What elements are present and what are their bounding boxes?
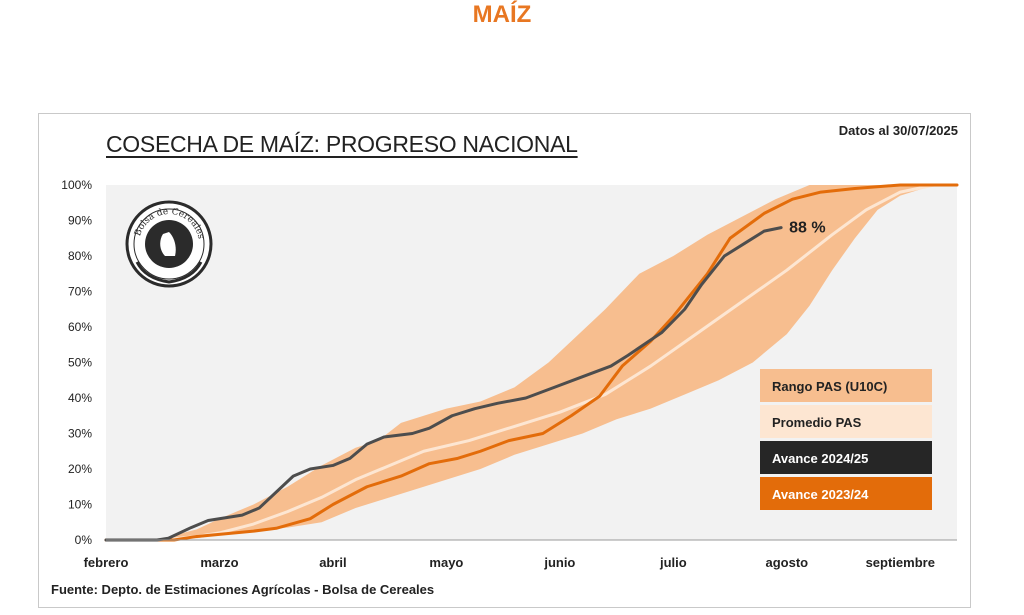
legend-item-average-label: Promedio PAS — [772, 415, 862, 430]
y-tick-label: 10% — [68, 498, 92, 512]
page-heading: MAÍZ — [472, 1, 532, 28]
legend-item-2024-25-swatch — [760, 441, 932, 474]
legend-item-range-swatch — [760, 369, 932, 402]
y-tick-label: 100% — [61, 178, 92, 192]
series-2023-24-line — [104, 183, 959, 542]
series-lines-layer — [104, 183, 959, 542]
y-tick-label: 80% — [68, 249, 92, 263]
y-tick-label: 60% — [68, 320, 92, 334]
chart-title: COSECHA DE MAÍZ: PROGRESO NACIONAL — [106, 131, 578, 157]
series-range-band — [106, 185, 957, 540]
legend-item-2023-24-swatch — [760, 477, 932, 510]
series-2024-25-line — [104, 226, 783, 542]
x-tick-label: abril — [319, 555, 346, 570]
legend-item-range-label: Rango PAS (U10C) — [772, 379, 887, 394]
harvest-progress-chart: 0% 10% 20% 30% 40% 50% 60% 70% 80% 90% 100% febrero… — [61, 178, 959, 570]
legend-item-2024-25-label: Avance 2024/25 — [772, 451, 868, 466]
y-tick-label: 50% — [68, 356, 92, 370]
bolsa-de-cereales-seal: Bolsa de Cereales — [125, 200, 213, 288]
current-progress-annotation: 88 % — [789, 220, 825, 237]
x-tick-label: julio — [659, 555, 687, 570]
x-tick-label: marzo — [200, 555, 238, 570]
x-tick-label: septiembre — [866, 555, 935, 570]
axes-layer: 0% 10% 20% 30% 40% 50% 60% 70% 80% 90% 100% febrero… — [61, 178, 957, 570]
legend-item-2023-24-label: Avance 2023/24 — [772, 487, 869, 502]
chart-card: COSECHA DE MAÍZ: PROGRESO NACIONAL Datos… — [38, 113, 971, 608]
range-band-layer — [106, 185, 957, 540]
source-note: Fuente: Depto. de Estimaciones Agrícolas… — [51, 582, 435, 597]
chart-legend: Rango PAS (U10C) Promedio PAS Avance 2024/… — [760, 369, 932, 510]
y-tick-label: 40% — [68, 391, 92, 405]
series-average-line — [104, 183, 959, 542]
y-tick-label: 20% — [68, 462, 92, 476]
y-tick-label: 0% — [75, 533, 93, 547]
x-tick-label: junio — [543, 555, 575, 570]
y-tick-label: 70% — [68, 285, 92, 299]
x-tick-label: agosto — [765, 555, 808, 570]
date-note: Datos al 30/07/2025 — [838, 123, 958, 138]
y-tick-label: 90% — [68, 214, 92, 228]
x-tick-label: febrero — [84, 555, 129, 570]
y-tick-label: 30% — [68, 427, 92, 441]
x-tick-label: mayo — [429, 555, 463, 570]
legend-item-average-swatch — [760, 405, 932, 438]
